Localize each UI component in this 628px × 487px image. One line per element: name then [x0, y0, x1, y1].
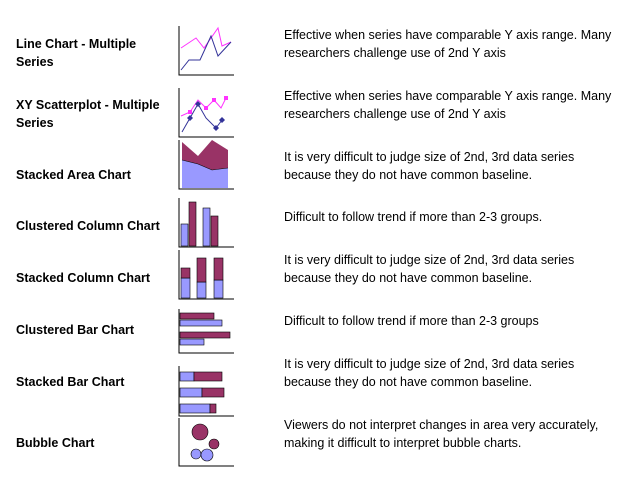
row-desc-stacked-column: It is very difficult to judge size of 2n… — [284, 253, 575, 285]
row-desc-clustered-column: Difficult to follow trend if more than 2… — [284, 210, 543, 224]
scatterplot-icon — [176, 88, 236, 140]
row-name-clustered-bar: Clustered Bar Chart — [16, 323, 135, 337]
stacked-column-chart-icon — [176, 250, 236, 302]
row-desc-scatterplot: Effective when series have comparable Y … — [284, 89, 612, 121]
stacked-area-chart-icon — [176, 140, 236, 192]
clustered-bar-chart-icon — [176, 309, 236, 361]
row-name-line-chart: Line Chart - Multiple Series — [16, 37, 137, 69]
row-desc-stacked-bar: It is very difficult to judge size of 2n… — [284, 357, 575, 389]
row-name-bubble: Bubble Chart — [16, 436, 95, 450]
line-chart-icon — [176, 26, 236, 78]
row-name-stacked-area: Stacked Area Chart — [16, 168, 131, 182]
row-desc-stacked-area: It is very difficult to judge size of 2n… — [284, 150, 575, 182]
row-name-clustered-column: Clustered Column Chart — [16, 219, 160, 233]
row-name-stacked-bar: Stacked Bar Chart — [16, 375, 125, 389]
stacked-bar-chart-icon — [176, 366, 236, 418]
row-desc-bubble: Viewers do not interpret changes in area… — [284, 418, 599, 450]
row-name-scatterplot: XY Scatterplot - Multiple Series — [16, 98, 160, 130]
clustered-column-chart-icon — [176, 198, 236, 250]
row-desc-clustered-bar: Difficult to follow trend if more than 2… — [284, 314, 539, 328]
row-name-stacked-column: Stacked Column Chart — [16, 271, 151, 285]
row-desc-line-chart: Effective when series have comparable Y … — [284, 28, 612, 60]
bubble-chart-icon — [176, 418, 236, 470]
